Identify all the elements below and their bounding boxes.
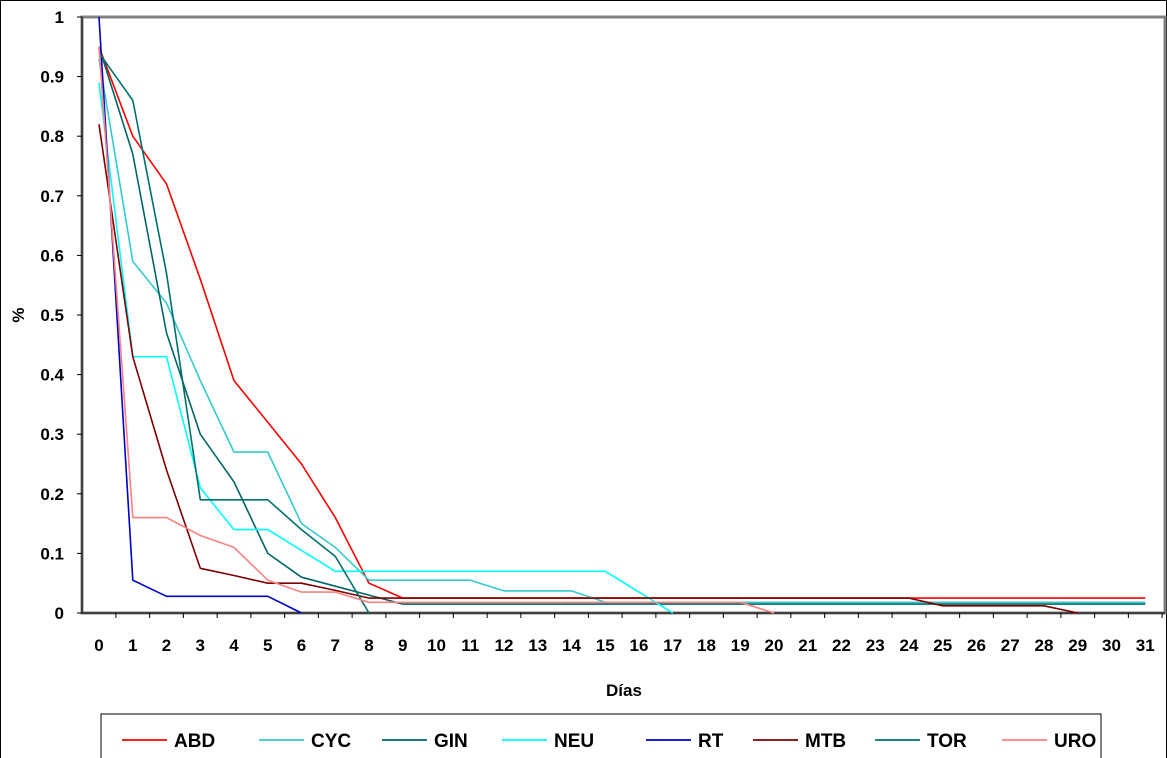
plot-border [80,15,1167,615]
x-tick-label: 1 [128,636,137,655]
legend-item-gin: GIN [382,731,468,752]
x-tick-label: 24 [900,636,919,655]
x-tick-label: 5 [263,636,272,655]
x-tick-label: 19 [731,636,750,655]
x-axis: 0 1 2 3 4 5 6 7 8 9 10 11 12 13 14 15 16 17 18 19 20 21 22 23 24… [82,612,1165,655]
legend-label: CYC [311,731,351,752]
legend-label: MTB [805,731,846,752]
y-tick-label: 0.8 [40,127,64,146]
x-tick-label: 23 [866,636,885,655]
y-tick-label: 0.4 [40,366,64,385]
y-tick-label: 0.5 [40,306,64,325]
x-tick-label: 8 [364,636,373,655]
x-tick-label: 15 [596,636,615,655]
series-line-uro [98,46,775,614]
legend-label: NEU [554,731,594,752]
x-tick-label: 30 [1102,636,1121,655]
y-tick-label: 0.9 [40,68,64,87]
legend-label: URO [1054,731,1096,752]
legend-label: RT [698,731,724,752]
x-tick-label: 6 [297,636,306,655]
legend-item-abd: ABD [122,731,215,752]
y-axis-title: % [9,307,28,322]
legend-box [100,713,1102,758]
x-tick-label: 17 [663,636,682,655]
x-tick-label: 27 [1001,636,1020,655]
x-tick-label: 9 [398,636,407,655]
x-tick-label: 21 [798,636,817,655]
series-line-tor [98,52,370,614]
y-axis: 0 0.1 0.2 0.3 0.4 0.5 0.6 0.7 0.8 0.9 1 [40,8,83,623]
x-tick-label: 4 [229,636,239,655]
x-tick-label: 29 [1068,636,1087,655]
y-tick-label: 1 [55,8,64,27]
x-axis-title: Días [606,681,642,700]
x-tick-label: 22 [832,636,851,655]
legend-item-cyc: CYC [259,731,351,752]
legend-item-uro: URO [1002,731,1096,752]
x-tick-label: 7 [331,636,340,655]
legend-label: ABD [174,731,215,752]
x-tick-label: 3 [196,636,205,655]
x-tick-label: 10 [427,636,446,655]
legend-label: GIN [434,731,468,752]
x-tick-label: 28 [1035,636,1054,655]
x-tick-label: 2 [162,636,171,655]
y-tick-label: 0.6 [40,246,64,265]
x-tick-label: 14 [562,636,581,655]
y-tick-label: 0.3 [40,425,64,444]
legend-item-rt: RT [646,731,724,752]
legend-label: TOR [927,731,967,752]
series-line-rt [98,16,302,614]
plot-area [80,15,1167,615]
x-tick-label: 20 [765,636,784,655]
legend-items: ABD CYC GIN NEU RT MTB TOR URO [122,731,1096,752]
y-tick-label: 0.2 [40,485,64,504]
legend-item-tor: TOR [875,731,967,752]
series-line-mtb [98,124,1078,614]
x-tick-label: 16 [630,636,649,655]
x-tick-label: 0 [94,636,103,655]
y-tick-label: 0 [55,604,64,623]
x-tick-label: 26 [967,636,986,655]
legend: ABD CYC GIN NEU RT MTB TOR URO [100,713,1102,758]
x-tick-label: 12 [495,636,514,655]
y-tick-label: 0.1 [40,544,64,563]
legend-item-mtb: MTB [753,731,846,752]
series-layer [98,16,1146,614]
x-tick-label: 31 [1136,636,1155,655]
x-tick-label: 13 [528,636,547,655]
x-tick-label: 18 [697,636,716,655]
series-line-gin [98,46,1146,605]
x-tick-label: 25 [933,636,952,655]
legend-item-neu: NEU [502,731,594,752]
y-tick-label: 0.7 [40,187,64,206]
x-tick-label: 11 [461,636,479,655]
